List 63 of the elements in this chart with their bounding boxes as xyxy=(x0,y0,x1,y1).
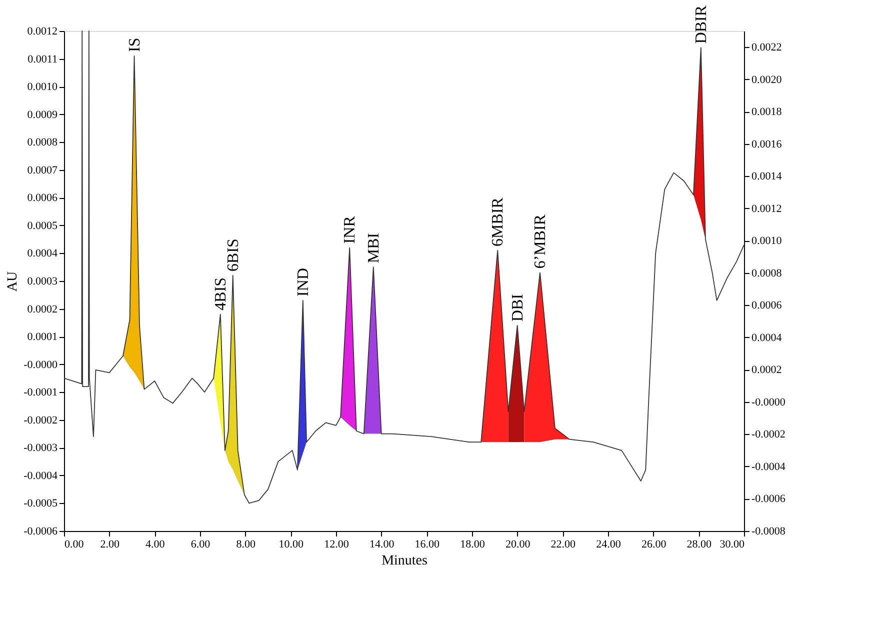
y-tick-label: -0.0005 xyxy=(24,498,58,510)
annotation: 4BIS xyxy=(212,277,230,310)
annotation: 6BIS xyxy=(224,238,242,272)
y2-tick-label: 0.0016 xyxy=(752,138,782,150)
y2-tick-label: 0.0010 xyxy=(752,235,782,248)
y2-tick-label: 0.0004 xyxy=(752,332,782,344)
y2-tick-label: -0.0006 xyxy=(752,493,786,506)
x-tick-label: 8.00 xyxy=(236,538,256,550)
annotation: DBIR xyxy=(692,5,710,44)
x-tick-label: 14.00 xyxy=(369,538,395,550)
annotation: 6MBIR xyxy=(490,197,507,246)
annotation: 6’MBIR xyxy=(532,214,549,269)
y-tick-label: -0.0002 xyxy=(24,414,58,426)
x-tick-label: 10.00 xyxy=(278,538,304,550)
y2-tick-label: 0.0008 xyxy=(752,267,782,280)
y-tick-label: -0.0004 xyxy=(24,470,58,482)
x-tick-label: 16.00 xyxy=(414,538,440,550)
y2-tick-label: 0.0014 xyxy=(752,170,782,183)
y-tick-label: -0.0003 xyxy=(24,442,58,454)
y-tick-label: 0.0009 xyxy=(27,108,58,121)
x-tick-label: 20.00 xyxy=(505,538,531,550)
y-tick-label: 0.0007 xyxy=(27,164,58,176)
x-tick-label: 4.00 xyxy=(146,538,166,550)
y-axis-title: AU xyxy=(6,271,21,292)
x-axis-title: Minutes xyxy=(382,554,428,568)
y2-tick-label: -0.0000 xyxy=(752,396,786,408)
y2-tick-label: 0.0006 xyxy=(752,300,782,312)
y-tick-label: 0.0001 xyxy=(27,331,58,344)
y-tick-label: 0.0002 xyxy=(27,303,58,316)
y-tick-label: 0.0010 xyxy=(27,81,58,94)
y-tick-label: 0.0006 xyxy=(27,192,58,204)
x-tick-label: 6.00 xyxy=(190,538,211,550)
x-tick-label: 12.00 xyxy=(324,538,350,550)
y2-tick-label: -0.0002 xyxy=(752,428,786,441)
y-tick-label: 0.0004 xyxy=(27,248,58,260)
y-tick-label: 0.0008 xyxy=(27,136,58,149)
x-tick-label: 28.00 xyxy=(686,538,712,550)
y2-tick-label: 0.0012 xyxy=(752,202,782,215)
y-tick-label: -0.0006 xyxy=(24,526,58,538)
y2-tick-label: 0.0002 xyxy=(752,364,782,376)
x-tick-label: 24.00 xyxy=(596,538,622,550)
y2-tick-label: 0.0018 xyxy=(752,106,782,118)
x-tick-label: 26.00 xyxy=(641,538,667,550)
y2-tick-label: -0.0004 xyxy=(752,460,786,473)
y-tick-label: 0.0003 xyxy=(27,276,58,288)
y-tick-label: -0.0000 xyxy=(24,358,58,371)
x-tick-label: 2.00 xyxy=(100,538,120,550)
annotation: DBI xyxy=(509,294,526,322)
y2-tick-label: 0.0022 xyxy=(752,42,782,54)
x-tick-label: 30.00 xyxy=(720,538,745,550)
x-tick-label: 22.00 xyxy=(550,538,576,550)
annotation: IS xyxy=(126,38,144,52)
y2-tick-label: -0.0008 xyxy=(752,526,786,538)
x-tick-label: 0.00 xyxy=(64,538,84,550)
annotation: MBI xyxy=(365,232,382,264)
annotation: INR xyxy=(342,216,359,244)
y-tick-label: 0.0011 xyxy=(28,53,58,66)
y-tick-label: -0.0001 xyxy=(24,386,58,399)
x-tick-label: 18.00 xyxy=(460,538,486,550)
annotation: IND xyxy=(294,268,312,296)
y-tick-label: 0.0012 xyxy=(27,26,58,38)
y2-tick-label: 0.0020 xyxy=(752,74,782,86)
y-tick-label: 0.0005 xyxy=(27,220,58,232)
